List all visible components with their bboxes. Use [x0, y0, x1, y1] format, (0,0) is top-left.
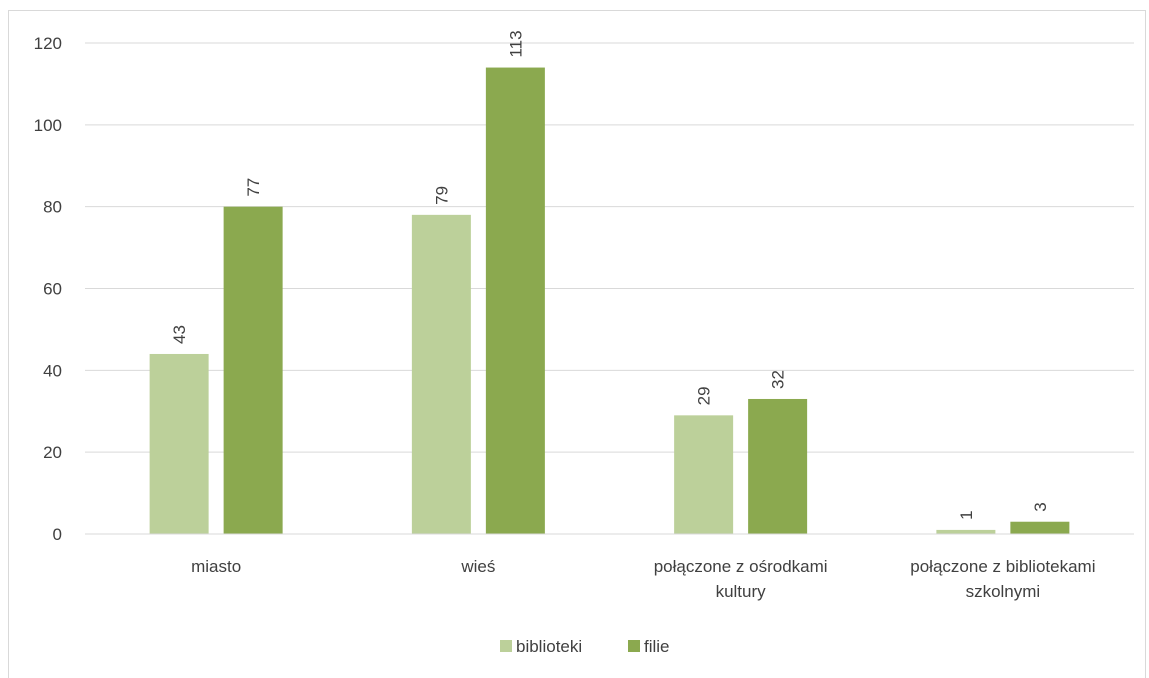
chart-frame	[8, 10, 1146, 678]
legend-label: filie	[644, 637, 670, 656]
bar-biblioteki-0	[149, 353, 209, 534]
y-tick-label: 60	[43, 280, 62, 299]
data-label: 1	[957, 510, 976, 519]
legend-swatch	[500, 640, 512, 652]
bar-filie-0	[223, 206, 283, 534]
bar-filie-2	[748, 398, 808, 534]
data-label: 29	[695, 386, 714, 405]
data-label: 77	[244, 178, 263, 197]
data-label: 43	[170, 325, 189, 344]
data-label: 113	[506, 30, 525, 57]
legend-label: biblioteki	[516, 637, 582, 656]
bar-biblioteki-3	[936, 529, 996, 534]
x-tick-label: wieś	[460, 557, 495, 576]
x-tick-label: szkolnymi	[966, 582, 1041, 601]
legend-swatch	[628, 640, 640, 652]
x-tick-label: miasto	[191, 557, 241, 576]
data-label: 79	[432, 186, 451, 205]
bar-filie-1	[485, 67, 545, 535]
legend: biblioteki filie	[500, 637, 670, 656]
x-axis: miasto wieś połączone z ośrodkami kultury po…	[85, 533, 1134, 601]
x-tick-label: połączone z bibliotekami	[910, 557, 1095, 576]
x-tick-label: kultury	[716, 582, 767, 601]
data-label: 3	[1031, 502, 1050, 511]
bars: 43 77 79 113 29 32 1 3	[149, 30, 1070, 535]
bar-biblioteki-2	[674, 415, 734, 534]
y-tick-label: 20	[43, 443, 62, 462]
y-tick-label: 40	[43, 361, 62, 380]
y-tick-label: 0	[53, 525, 62, 544]
y-tick-label: 120	[34, 34, 62, 53]
y-tick-label: 100	[34, 116, 62, 135]
bar-filie-3	[1010, 521, 1070, 534]
bar-biblioteki-1	[411, 214, 471, 534]
data-label: 32	[769, 370, 788, 389]
x-tick-label: połączone z ośrodkami	[654, 557, 828, 576]
y-tick-label: 80	[43, 198, 62, 217]
y-axis: 0 20 40 60 80 100 120	[34, 34, 62, 544]
